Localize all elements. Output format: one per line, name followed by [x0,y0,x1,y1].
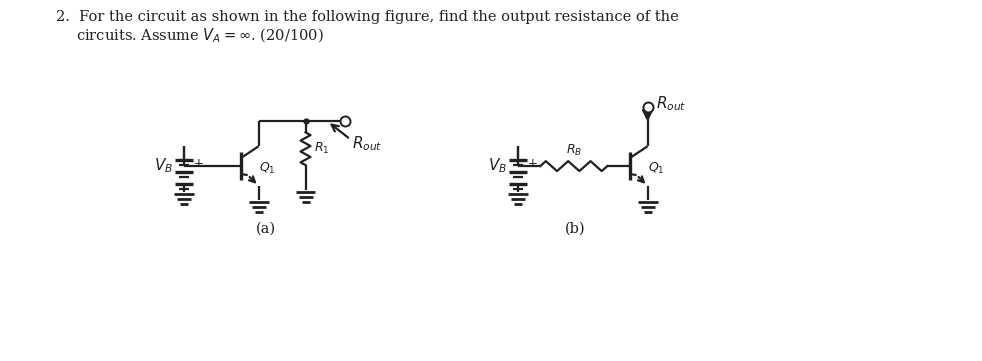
Text: (a): (a) [255,222,276,236]
Text: $R_1$: $R_1$ [313,141,329,156]
Text: +: + [528,157,538,170]
Text: +: + [193,157,203,170]
Text: $R_B$: $R_B$ [566,143,582,158]
Text: $Q_1$: $Q_1$ [647,161,664,176]
Text: $Q_1$: $Q_1$ [258,161,275,176]
Text: circuits. Assume $V_A = \infty$. (20/100): circuits. Assume $V_A = \infty$. (20/100… [77,26,324,45]
Text: $V_B$: $V_B$ [154,157,173,175]
Text: $R_{out}$: $R_{out}$ [353,134,383,153]
Text: $V_B$: $V_B$ [488,157,507,175]
Text: 2.  For the circuit as shown in the following figure, find the output resistance: 2. For the circuit as shown in the follo… [56,10,679,24]
Text: (b): (b) [565,222,585,236]
Text: $R_{out}$: $R_{out}$ [656,94,685,113]
